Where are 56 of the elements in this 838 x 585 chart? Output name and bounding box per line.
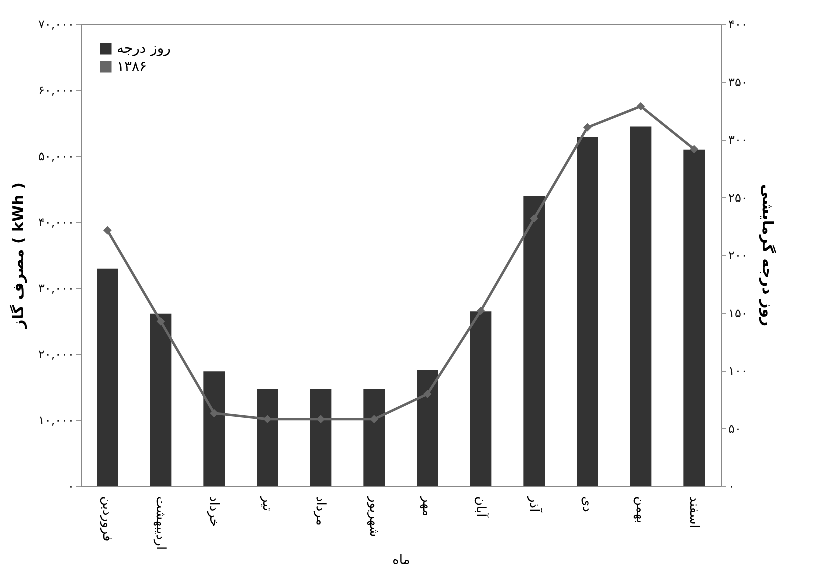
point [370,415,379,424]
x-tick-label: شهریور [366,496,382,538]
bar [470,312,492,486]
bar [630,126,652,486]
point [156,317,166,326]
y2-tick-label: ۳۰۰ [728,133,748,147]
y-tick-label: ۴۰,۰۰۰ [38,216,74,230]
bar [150,314,172,486]
bar [417,370,438,486]
y-tick-label: ۶۰,۰۰۰ [38,84,74,98]
bar [257,388,278,486]
bar [577,137,598,486]
y2-tick-label: ۰ [728,480,735,494]
y-tick-label: ۲۰,۰۰۰ [38,348,74,362]
y-tick-label: ۰ [68,480,74,494]
y-tick-label: ۵۰,۰۰۰ [38,150,74,164]
legend-label: روز درجه [117,41,171,57]
point [690,145,699,154]
x-tick-label: آذر [526,496,544,514]
legend-label: ۱۳۸۶ [117,59,148,75]
x-tick-label: خرداد [206,496,222,527]
point [103,226,112,235]
point [530,214,539,223]
y-axis-title: مصرف گاز ( kWh ) [9,182,28,330]
y2-tick-label: ۴۰۰ [728,18,748,32]
bar [684,150,705,486]
x-tick-label: مرداد [313,496,328,526]
x-tick-label: دی [580,496,595,513]
y2-axis-title: روز درجه گرمایشی [758,184,777,327]
y-tick-label: ۱۰,۰۰۰ [38,414,74,428]
bar [97,268,118,486]
point [423,390,432,398]
x-tick-label: مهر [420,496,435,517]
x-tick-label: اردیبهشت [153,496,168,550]
bar [524,196,545,486]
x-tick-label: بهمن [633,496,648,524]
y2-tick-label: ۲۰۰ [728,248,748,262]
point [263,415,272,424]
point [636,102,646,111]
bar [204,372,225,486]
bar [310,388,332,486]
point [583,123,592,132]
x-tick-label: فروردین [100,496,115,542]
x-tick-label: آبان [473,496,490,519]
y2-tick-label: ۱۵۰ [728,306,748,320]
x-tick-label: اسفند [686,496,702,528]
y-tick-label: ۳۰,۰۰۰ [38,282,74,296]
bar [364,388,385,486]
x-axis-title: ماه [392,553,410,568]
y-tick-label: ۷۰,۰۰۰ [38,18,74,32]
y2-tick-label: ۲۵۰ [728,190,748,205]
x-tick-label: تیر [260,496,275,512]
point [476,306,486,316]
y2-tick-label: ۳۵۰ [728,75,748,90]
y2-tick-label: ۱۰۰ [728,364,748,378]
y2-tick-label: ۵۰ [728,422,742,436]
